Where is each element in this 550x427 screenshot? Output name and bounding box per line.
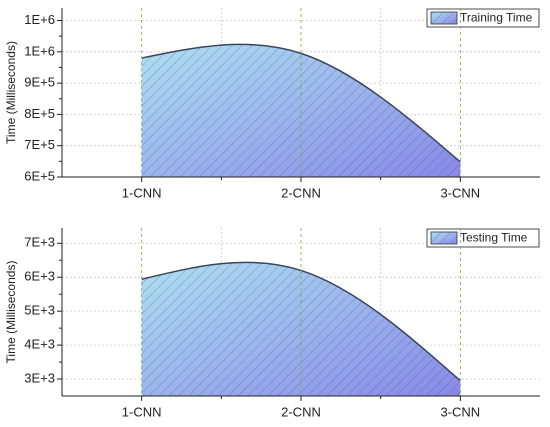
area-line [141,43,461,163]
y-tick-label: 1E+6 [24,43,55,58]
y-axis-title: Time (Milliseconds) [4,41,18,144]
legend-swatch-hatch [431,12,457,24]
y-axis-title: Time (Milliseconds) [4,261,18,364]
x-tick-label: 3-CNN [440,404,480,419]
y-tick-label: 7E+3 [24,235,55,250]
y-tick-label: 8E+5 [24,106,55,121]
y-tick-label: 6E+3 [24,269,55,284]
y-tick-label: 7E+5 [24,137,55,152]
legend-label: Testing Time [460,231,528,245]
x-tick-label: 3-CNN [440,185,480,200]
x-tick-label: 1-CNN [122,185,162,200]
y-tick-label: 1E+6 [24,12,55,27]
y-tick-label: 6E+5 [24,168,55,183]
y-tick-label: 9E+5 [24,75,55,90]
y-tick-label: 3E+3 [24,370,55,385]
y-tick-label: 5E+3 [24,303,55,318]
legend-swatch-hatch [431,232,457,244]
area-hatch [141,262,461,396]
x-tick-label: 2-CNN [281,404,321,419]
x-tick-label: 1-CNN [122,404,162,419]
x-tick-label: 2-CNN [281,185,321,200]
legend-label: Training Time [460,11,533,25]
y-tick-label: 4E+3 [24,337,55,352]
